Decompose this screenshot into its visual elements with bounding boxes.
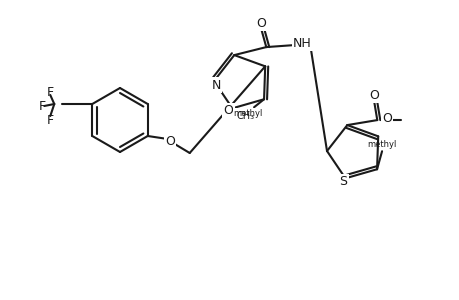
Text: O: O [381, 112, 392, 124]
Text: methyl: methyl [367, 140, 396, 149]
Text: O: O [369, 88, 378, 102]
Text: methyl: methyl [233, 109, 262, 118]
Text: F: F [47, 85, 54, 98]
Text: N: N [211, 79, 220, 92]
Text: O: O [256, 16, 266, 30]
Text: F: F [39, 100, 46, 112]
Text: NH: NH [292, 37, 311, 50]
Text: CH₃: CH₃ [235, 111, 253, 121]
Text: F: F [47, 113, 54, 127]
Text: O: O [164, 134, 174, 148]
Text: S: S [339, 175, 347, 188]
Text: O: O [223, 104, 233, 117]
